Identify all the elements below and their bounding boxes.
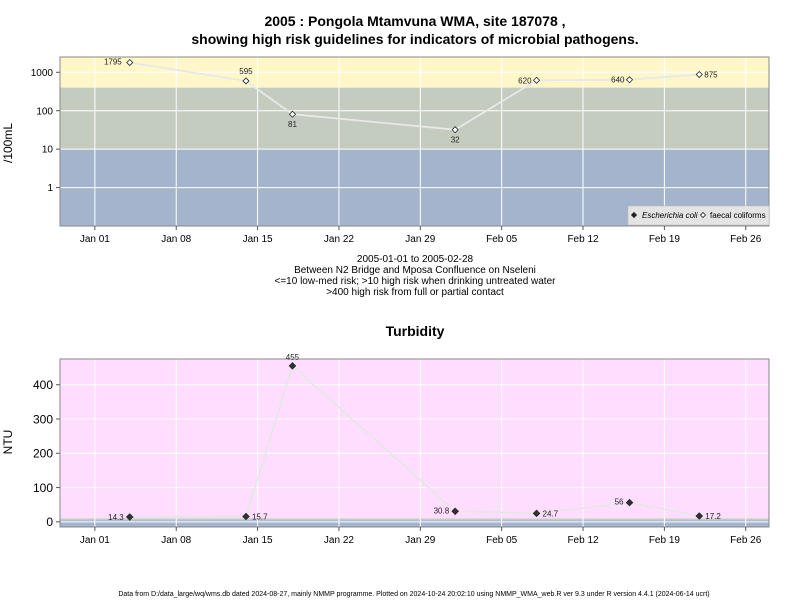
data-label-0-5: 56 [615,498,624,507]
chart-title-line2: showing high risk guidelines for indicat… [191,31,638,47]
data-point-0-6 [695,512,704,520]
legend-label-faecal: faecal coliforms [710,211,766,220]
risk-band-1 [60,518,769,521]
y-tick-label-1: 100 [33,481,53,495]
y-tick-label-2: 100 [36,106,53,117]
x-tick-label-1: Jan 08 [161,234,191,245]
x-tick-label-7: Feb 19 [649,234,681,245]
x-tick-label-8: Feb 26 [730,535,762,546]
microbial-series-markers [126,58,703,134]
y-tick-label-0: 0 [46,515,53,529]
data-label-0-3: 30.8 [434,506,450,515]
microbial-plot-frame [59,56,770,227]
footer-note: Data from D:/data_large/wq/wms.db dated … [118,591,709,598]
x-tick-label-4: Jan 29 [405,535,435,546]
data-point-0-1 [242,512,250,521]
risk-band-2 [60,359,769,519]
data-point-1-2 [288,110,297,118]
turbidity-plot-frame [59,358,770,528]
data-label-0-6: 17.2 [705,512,721,521]
x-tick-label-7: Feb 19 [649,535,681,546]
x-tick-label-3: Jan 22 [324,535,354,546]
x-tick-label-1: Jan 08 [161,535,191,546]
subtitle-line-1: 2005-01-01 to 2005-02-28 [357,254,474,265]
risk-band-1 [60,87,769,150]
y-tick-label-3: 300 [33,412,53,426]
y-tick-label-3: 1000 [31,68,54,79]
microbial-x-axis: Jan 01 Jan 08 Jan 15 Jan 22 Jan 29 Feb 05 Feb … [80,226,762,245]
turbidity-bands [60,359,769,527]
data-label-1-5: 640 [611,76,625,85]
x-tick-label-5: Feb 05 [486,234,518,245]
x-tick-label-5: Feb 05 [486,535,518,546]
legend-marker-ecoli [630,211,638,219]
data-label-0-2: 455 [286,353,300,362]
y-tick-label-4: 400 [33,378,53,392]
y-tick-label-1: 10 [42,145,54,156]
microbial-y-axis: 1 10 100 1000 [31,68,60,194]
data-point-1-5 [625,76,634,84]
turbidity-data-labels: 14.3 15.7 455 30.8 24.7 56 17.2 [108,353,721,522]
data-point-0-2 [288,362,297,370]
x-tick-label-3: Jan 22 [324,234,354,245]
legend-label-ecoli: Escherichia coli [642,211,698,220]
turbidity-series-markers [125,362,704,521]
x-tick-label-4: Jan 29 [405,234,435,245]
microbial-risk-bands [60,57,769,226]
x-tick-label-2: Jan 15 [243,535,273,546]
data-point-1-1 [242,77,250,85]
data-label-1-1: 595 [239,67,253,76]
risk-band-0 [60,520,769,527]
data-point-1-3 [451,126,459,134]
turbidity-y-axis: 0 100 200 300 400 [33,378,60,529]
turbidity-grid [60,359,769,527]
microbial-grid [60,57,769,226]
data-label-1-0: 1795 [104,58,122,67]
chart-title-line1: 2005 : Pongola Mtamvuna WMA, site 187078… [264,13,565,29]
x-tick-label-8: Feb 26 [730,234,762,245]
data-label-0-1: 15.7 [252,512,268,521]
subtitle-line-2: Between N2 Bridge and Mposa Confluence o… [294,265,536,276]
y-tick-label-2: 200 [33,447,53,461]
x-tick-label-6: Feb 12 [567,535,599,546]
data-point-1-0 [126,58,134,67]
data-point-0-5 [625,498,634,507]
x-tick-label-0: Jan 01 [80,234,110,245]
data-label-1-2: 81 [288,120,297,129]
turbidity-title: Turbidity [386,323,445,339]
microbial-data-labels: 1795 595 81 32 620 640 875 [104,58,718,145]
turbidity-y-axis-label: NTU [1,430,15,455]
data-label-0-4: 24.7 [543,509,559,518]
data-point-1-6 [695,70,703,79]
data-label-1-4: 620 [518,76,532,85]
x-tick-label-2: Jan 15 [243,234,273,245]
data-label-0-0: 14.3 [108,513,124,522]
data-point-1-4 [532,76,541,84]
turbidity-x-axis: Jan 01 Jan 08 Jan 15 Jan 22 Jan 29 Feb 05 Feb … [80,527,762,546]
data-label-1-3: 32 [451,136,460,145]
legend-marker-faecal [699,211,707,219]
data-point-0-0 [125,513,134,521]
x-tick-label-0: Jan 01 [80,535,110,546]
data-label-1-6: 875 [704,71,718,80]
microbial-y-axis-label: /100mL [1,123,15,163]
subtitle-line-4: >400 high risk from full or partial cont… [326,287,504,298]
y-tick-label-0: 1 [47,183,53,194]
data-point-0-3 [451,507,459,516]
legend-box [627,205,770,226]
microbial-legend: Escherichia coli faecal coliforms [627,205,770,226]
data-point-0-4 [532,509,541,518]
x-tick-label-6: Feb 12 [567,234,599,245]
subtitle-line-3: <=10 low-med risk; >10 high risk when dr… [275,276,557,287]
